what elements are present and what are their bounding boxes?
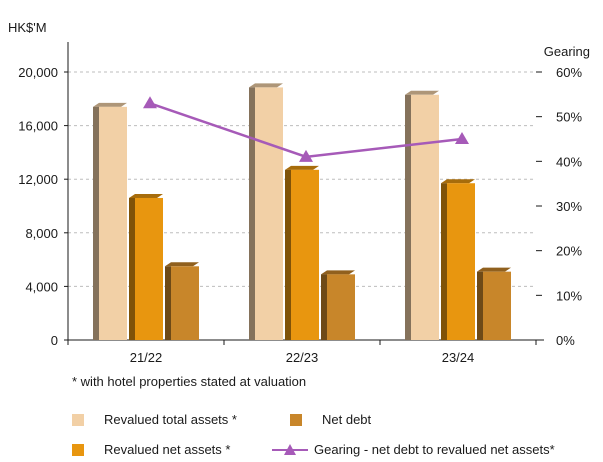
y2-tick-label: 10% <box>556 288 582 303</box>
bar-face <box>327 274 355 340</box>
bar-face <box>447 183 475 340</box>
y-tick-label: 16,000 <box>18 119 58 134</box>
y2-tick-label: 0% <box>556 333 575 348</box>
bar-side <box>249 87 255 340</box>
bar <box>165 262 199 340</box>
bar <box>441 179 475 340</box>
bar-side <box>405 94 411 340</box>
legend-swatch-net-debt <box>290 413 302 426</box>
bar-top <box>249 83 283 88</box>
y2-tick-label: 20% <box>556 244 582 259</box>
legend-label-net-debt: Net debt <box>322 412 372 427</box>
bar-top <box>285 165 319 170</box>
bar-face <box>255 87 283 340</box>
bar-top <box>321 270 355 275</box>
legend-swatch-total-assets <box>72 413 84 426</box>
legend-swatch-net-assets <box>72 443 84 456</box>
y-tick-labels: 0 4,000 8,000 12,000 16,000 20,000 <box>18 65 58 348</box>
bar-top <box>441 179 475 184</box>
gearing-point-marker <box>299 149 313 162</box>
bar-side <box>129 197 135 340</box>
bar-face <box>411 94 439 340</box>
x-tick-label: 22/23 <box>286 350 319 365</box>
legend-label-total-assets: Revalued total assets * <box>104 412 237 427</box>
bar-top <box>405 90 439 95</box>
bar <box>405 90 439 340</box>
x-tick-label: 21/22 <box>130 350 163 365</box>
bar-face <box>291 169 319 340</box>
chart-footnote: * with hotel properties stated at valuat… <box>72 374 307 389</box>
y-tick-label: 8,000 <box>25 226 58 241</box>
bar-face <box>135 197 163 340</box>
gearing-point-marker <box>143 96 157 109</box>
legend-item-net-debt: Net debt <box>290 412 371 427</box>
legend-item-total-assets: Revalued total assets * <box>72 412 237 427</box>
x-tick-label: 23/24 <box>442 350 475 365</box>
bar <box>321 270 355 340</box>
legend-label-gearing: Gearing - net debt to revalued net asset… <box>314 442 555 457</box>
y2-axis-title: Gearing <box>544 44 590 59</box>
bar-side <box>93 106 99 340</box>
x-tick-labels: 21/22 22/23 23/24 <box>130 350 475 365</box>
bar-top <box>165 262 199 267</box>
legend-label-net-assets: Revalued net assets * <box>104 442 231 457</box>
legend-item-net-assets: Revalued net assets * <box>72 442 230 457</box>
y2-tick-label: 60% <box>556 65 582 80</box>
bar-face <box>99 106 127 340</box>
bar-top <box>477 267 511 272</box>
bar-top <box>129 193 163 198</box>
y2-tick-label: 40% <box>556 154 582 169</box>
y2-tick-labels: 0% 10% 20% 30% 40% 50% 60% <box>556 65 582 348</box>
gearing-point-marker <box>455 132 469 144</box>
y-tick-label: 12,000 <box>18 172 58 187</box>
legend-item-gearing: Gearing - net debt to revalued net asset… <box>272 442 555 457</box>
y2-tick-label: 30% <box>556 199 582 214</box>
y-tick-label: 20,000 <box>18 65 58 80</box>
bar-side <box>441 183 447 340</box>
bar <box>477 267 511 340</box>
bars <box>93 83 511 340</box>
bar-face <box>171 266 199 340</box>
bar <box>285 165 319 340</box>
legend-swatch-gearing-icon <box>272 443 308 455</box>
bar <box>129 193 163 340</box>
bar-side <box>165 266 171 340</box>
y2-tick-label: 50% <box>556 110 582 125</box>
bar <box>93 102 127 340</box>
bar-side <box>285 169 291 340</box>
y-tick-label: 0 <box>51 333 58 348</box>
y-tick-label: 4,000 <box>25 279 58 294</box>
gearing-line-series <box>143 96 469 162</box>
bar-side <box>321 274 327 340</box>
bar-side <box>477 271 483 340</box>
bar-face <box>483 271 511 340</box>
bar-top <box>93 102 127 107</box>
bar <box>249 83 283 340</box>
y-axis-unit-label: HK$'M <box>8 20 47 35</box>
